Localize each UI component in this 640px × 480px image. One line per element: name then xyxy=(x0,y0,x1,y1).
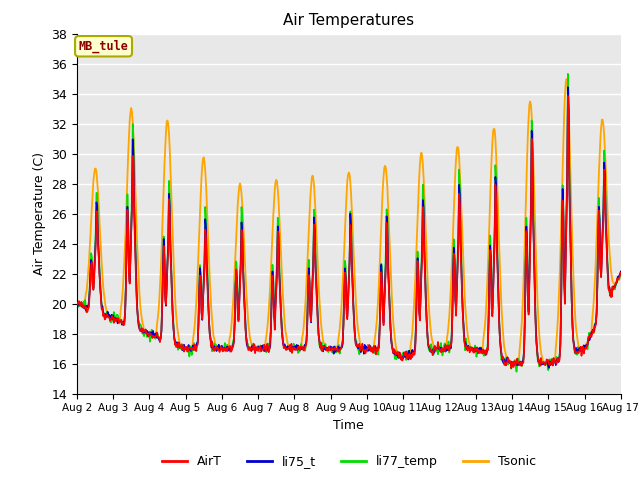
li77_temp xyxy=(564,71,572,77)
Tsonic xyxy=(193,300,200,306)
Tsonic xyxy=(568,245,576,251)
Y-axis label: Air Temperature (C): Air Temperature (C) xyxy=(33,152,45,275)
li75_t xyxy=(447,346,454,351)
li77_temp xyxy=(193,346,200,352)
li75_t xyxy=(568,319,576,325)
Legend: AirT, li75_t, li77_temp, Tsonic: AirT, li75_t, li77_temp, Tsonic xyxy=(157,450,541,473)
li77_temp xyxy=(447,343,454,348)
Tsonic xyxy=(216,345,223,351)
li77_temp xyxy=(73,300,81,306)
AirT xyxy=(564,93,572,99)
Text: MB_tule: MB_tule xyxy=(79,39,129,53)
li75_t xyxy=(394,352,401,358)
Line: li75_t: li75_t xyxy=(77,87,621,368)
AirT xyxy=(193,348,200,354)
li77_temp xyxy=(617,269,625,275)
Tsonic xyxy=(512,362,520,368)
li77_temp xyxy=(394,349,401,355)
li75_t xyxy=(216,346,223,352)
Line: Tsonic: Tsonic xyxy=(77,79,621,365)
li77_temp xyxy=(568,324,576,329)
li75_t xyxy=(340,287,348,293)
Tsonic xyxy=(394,348,401,354)
Tsonic xyxy=(563,76,570,82)
Title: Air Temperatures: Air Temperatures xyxy=(284,13,414,28)
Tsonic xyxy=(73,300,81,306)
li75_t xyxy=(564,84,572,90)
AirT xyxy=(617,270,625,276)
Tsonic xyxy=(617,270,625,276)
X-axis label: Time: Time xyxy=(333,419,364,432)
Line: AirT: AirT xyxy=(77,96,621,368)
li75_t xyxy=(73,304,81,310)
li75_t xyxy=(617,269,625,275)
Line: li77_temp: li77_temp xyxy=(77,74,621,372)
AirT xyxy=(340,290,348,296)
li77_temp xyxy=(340,282,348,288)
AirT xyxy=(447,343,454,349)
Tsonic xyxy=(340,245,348,251)
li77_temp xyxy=(513,369,520,374)
AirT xyxy=(568,322,576,328)
AirT xyxy=(73,300,81,305)
Tsonic xyxy=(447,286,454,292)
li75_t xyxy=(193,344,200,349)
li77_temp xyxy=(216,348,223,354)
li75_t xyxy=(545,365,553,371)
AirT xyxy=(394,350,401,356)
AirT xyxy=(216,349,223,355)
AirT xyxy=(508,365,515,371)
